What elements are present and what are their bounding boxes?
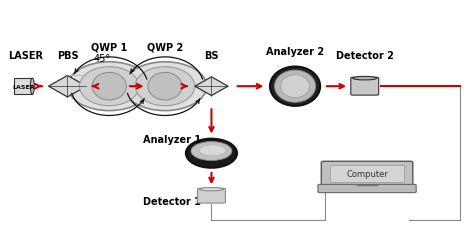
Ellipse shape — [148, 73, 182, 101]
FancyBboxPatch shape — [198, 188, 226, 203]
Ellipse shape — [92, 73, 127, 101]
Ellipse shape — [30, 79, 34, 95]
Ellipse shape — [281, 75, 310, 98]
Ellipse shape — [186, 139, 237, 168]
Text: Computer: Computer — [346, 169, 388, 178]
Text: QWP 2: QWP 2 — [147, 42, 183, 52]
FancyBboxPatch shape — [321, 162, 413, 186]
Ellipse shape — [200, 188, 224, 191]
Text: Analyzer 2: Analyzer 2 — [266, 47, 324, 57]
Ellipse shape — [191, 142, 232, 161]
Text: PBS: PBS — [56, 51, 78, 61]
Text: Detector 1: Detector 1 — [143, 197, 201, 207]
FancyBboxPatch shape — [330, 165, 404, 182]
Ellipse shape — [123, 62, 207, 111]
Text: Analyzer 1: Analyzer 1 — [143, 135, 201, 145]
Ellipse shape — [80, 67, 139, 106]
FancyBboxPatch shape — [351, 78, 379, 96]
FancyBboxPatch shape — [318, 185, 416, 193]
Polygon shape — [195, 77, 228, 96]
Ellipse shape — [270, 67, 320, 106]
Text: BS: BS — [204, 51, 219, 61]
Text: LASER: LASER — [8, 51, 43, 61]
Ellipse shape — [135, 67, 195, 106]
Ellipse shape — [68, 62, 151, 111]
Ellipse shape — [274, 71, 316, 103]
Polygon shape — [15, 79, 32, 95]
Text: 45°: 45° — [94, 54, 111, 63]
Polygon shape — [48, 76, 86, 97]
Text: Detector 2: Detector 2 — [336, 51, 394, 61]
Text: QWP 1: QWP 1 — [91, 42, 128, 52]
Ellipse shape — [353, 77, 377, 81]
Ellipse shape — [200, 145, 226, 156]
Text: LASER: LASER — [12, 84, 35, 89]
